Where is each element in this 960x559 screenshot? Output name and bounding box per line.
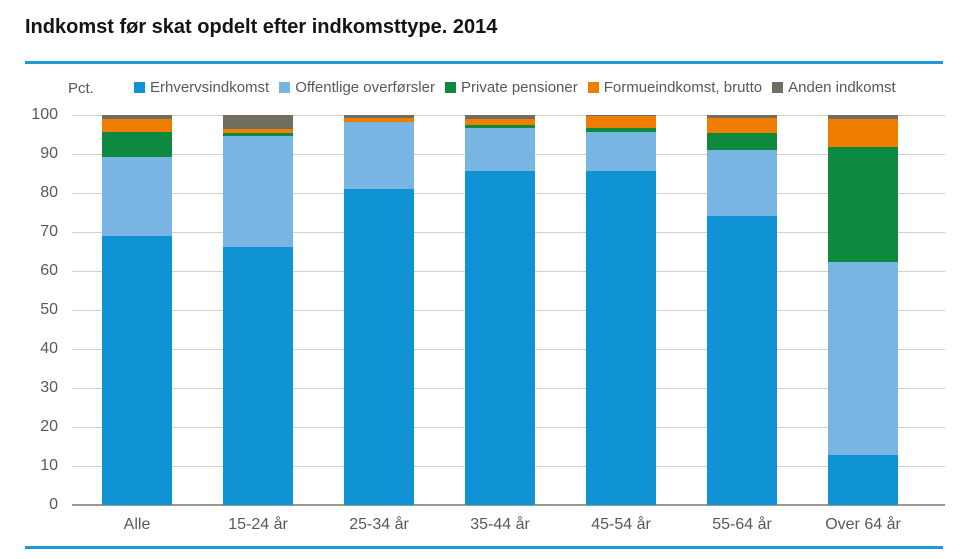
bar-segment — [828, 115, 898, 119]
x-tick-label: 35-44 år — [470, 516, 530, 533]
y-tick-label-80: 80 — [40, 184, 58, 201]
bar-segment — [102, 131, 172, 157]
x-axis-labels: Alle 15-24 år 25-34 år 35-44 år 45-54 år 55-6… — [0, 516, 960, 538]
x-tick-label: 15-24 år — [228, 516, 288, 533]
page-title: Indkomst før skat opdelt efter indkomstt… — [25, 16, 498, 38]
legend: Erhvervsindkomst Offentlige overførsler … — [134, 79, 896, 96]
y-tick-label-70: 70 — [40, 223, 58, 240]
bar-segment — [344, 115, 414, 118]
legend-item-formueindkomst: Formueindkomst, brutto — [587, 79, 763, 96]
legend-label-anden-indkomst: Anden indkomst — [788, 79, 896, 96]
legend-swatch-private-pensioner — [444, 82, 456, 93]
bar-segment — [465, 115, 535, 119]
bar-55-64-år — [707, 115, 777, 505]
y-tick-label-50: 50 — [40, 301, 58, 318]
y-tick-label-40: 40 — [40, 340, 58, 357]
bar-25-34-år — [344, 115, 414, 505]
bar-segment — [344, 122, 414, 190]
bar-segment — [223, 133, 293, 137]
legend-item-erhvervsindkomst: Erhvervsindkomst — [134, 79, 269, 96]
legend-label-offentlige-overforsler: Offentlige overførsler — [295, 79, 435, 96]
legend-item-private-pensioner: Private pensioner — [444, 79, 578, 96]
bar-segment — [707, 115, 777, 118]
bar-segment — [586, 116, 656, 129]
bar-segment — [828, 146, 898, 263]
x-tick-label: 55-64 år — [712, 516, 772, 533]
bar-segment — [102, 118, 172, 132]
legend-label-formueindkomst: Formueindkomst, brutto — [603, 79, 763, 96]
bar-segment — [828, 262, 898, 456]
x-tick-label: Over 64 år — [825, 516, 901, 533]
bar-alle — [102, 115, 172, 505]
bar-segment — [344, 117, 414, 122]
top-divider — [25, 61, 943, 64]
bar-segment — [102, 156, 172, 236]
y-tick-label-10: 10 — [40, 457, 58, 474]
bar-segment — [223, 136, 293, 247]
y-tick-label-20: 20 — [40, 418, 58, 435]
bar-segment — [707, 133, 777, 151]
bar-segment — [223, 129, 293, 134]
x-tick-label: 45-54 år — [591, 516, 651, 533]
bar-45-54-år — [586, 115, 656, 505]
legend-swatch-formueindkomst — [587, 82, 599, 93]
legend-label-private-pensioner: Private pensioner — [460, 79, 578, 96]
bar-segment — [828, 455, 898, 505]
bar-segment — [344, 121, 414, 123]
bar-segment — [223, 115, 293, 130]
bar-segment — [586, 115, 656, 117]
bar-segment — [707, 216, 777, 505]
bar-segment — [707, 150, 777, 217]
legend-swatch-offentlige-overforsler — [279, 82, 291, 93]
y-tick-label-60: 60 — [40, 262, 58, 279]
bottom-divider — [25, 546, 943, 549]
bar-over-64-år — [828, 115, 898, 505]
bars-container — [102, 115, 898, 505]
bar-segment — [344, 189, 414, 505]
x-tick-label: 25-34 år — [349, 516, 409, 533]
y-tick-label-90: 90 — [40, 145, 58, 162]
bar-segment — [465, 124, 535, 128]
bar-segment — [828, 118, 898, 147]
legend-item-anden-indkomst: Anden indkomst — [772, 79, 896, 96]
bar-segment — [102, 235, 172, 505]
y-tick-label-30: 30 — [40, 379, 58, 396]
bar-segment — [465, 118, 535, 125]
legend-swatch-erhvervsindkomst — [134, 82, 145, 93]
y-tick-label-0: 0 — [49, 496, 58, 513]
bar-segment — [465, 170, 535, 505]
bar-35-44-år — [465, 115, 535, 505]
bar-segment — [586, 128, 656, 133]
bar-15-24-år — [223, 115, 293, 505]
bar-segment — [586, 132, 656, 172]
legend-label-erhvervsindkomst: Erhvervsindkomst — [150, 79, 270, 96]
bar-segment — [465, 127, 535, 171]
plot-area: 0 10 20 30 40 50 60 70 80 90 100 — [0, 106, 960, 513]
x-tick-label: Alle — [123, 516, 151, 533]
gridline-0 — [72, 504, 945, 506]
y-tick-label-100: 100 — [31, 106, 58, 123]
bar-segment — [223, 246, 293, 505]
bar-segment — [586, 171, 656, 505]
legend-swatch-anden-indkomst — [772, 82, 784, 93]
bar-segment — [102, 115, 172, 119]
bar-segment — [707, 117, 777, 134]
y-axis-unit-label: Pct. — [68, 80, 94, 97]
legend-item-offentlige-overforsler: Offentlige overførsler — [279, 79, 435, 96]
